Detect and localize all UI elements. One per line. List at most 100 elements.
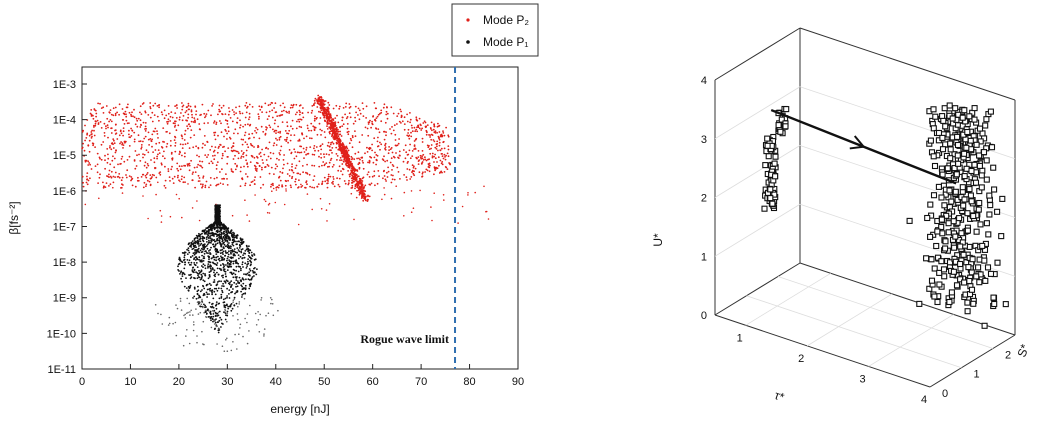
mode-p2-point — [306, 163, 308, 166]
mode-p2-point — [345, 117, 348, 120]
mode-p2-point — [89, 177, 91, 180]
mode-p2-point — [156, 130, 158, 133]
data-marker — [987, 270, 995, 277]
mode-p2-point — [219, 120, 221, 122]
mode-p2-point — [295, 155, 298, 158]
mode-p2-point — [247, 146, 250, 149]
mode-p2-point — [123, 160, 126, 163]
mode-p2-point — [240, 138, 243, 141]
mode-p2-point — [216, 176, 218, 179]
mode-p2-point — [261, 159, 264, 161]
mode-p1-point — [237, 280, 239, 282]
mode-p2-point — [335, 146, 338, 149]
mode-p1-point — [213, 319, 215, 321]
mode-p2-point — [222, 183, 225, 186]
mode-p2-point — [420, 157, 423, 160]
mode-p1-point — [259, 313, 262, 316]
mode-p2-point — [413, 126, 416, 129]
mode-p2-point — [373, 137, 376, 140]
mode-p1-point — [201, 298, 203, 301]
mode-p1-point — [220, 255, 222, 258]
mode-p2-point — [259, 187, 262, 189]
mode-p2-point — [84, 139, 86, 142]
mode-p1-point — [196, 239, 199, 242]
mode-p1-point — [218, 319, 221, 322]
mode-p2-point — [422, 153, 425, 156]
mode-p2-point — [298, 139, 301, 142]
mode-p2-point — [342, 147, 345, 150]
data-marker — [764, 142, 771, 149]
mode-p2-point — [158, 119, 160, 122]
mode-p2-point — [285, 140, 288, 143]
x-tick-label-3d: 2 — [798, 353, 804, 365]
mode-p2-point — [329, 149, 331, 152]
mode-p2-point — [347, 183, 350, 186]
mode-p2-point — [253, 179, 256, 182]
data-marker — [931, 293, 938, 300]
mode-p2-point — [237, 157, 240, 160]
mode-p1-point — [221, 239, 224, 242]
mode-p1-point — [201, 251, 204, 253]
mode-p1-point — [248, 330, 250, 332]
mode-p1-point — [248, 279, 251, 281]
mode-p2-point — [275, 111, 278, 113]
mode-p2-point — [300, 183, 302, 186]
mode-p1-point — [188, 263, 191, 266]
x-tick-label-3d: 4 — [921, 394, 927, 406]
mode-p2-point — [323, 156, 326, 158]
mode-p2-point — [214, 138, 217, 141]
mode-p2-point — [279, 135, 282, 138]
mode-p1-point — [249, 264, 252, 267]
mode-p2-point — [316, 185, 319, 188]
data-marker — [772, 153, 779, 160]
mode-p1-point — [211, 291, 214, 294]
mode-p2-point — [193, 117, 196, 119]
mode-p2-point — [118, 103, 121, 106]
mode-p2-point — [411, 164, 414, 167]
mode-p2-point — [231, 145, 234, 148]
mode-p2-point — [338, 165, 341, 168]
mode-p2-point — [109, 119, 112, 121]
mode-p2-point — [99, 173, 101, 176]
mode-p1-point — [192, 314, 194, 316]
trajectory-arrow — [849, 135, 866, 150]
mode-p2-point — [188, 169, 191, 172]
mode-p2-point — [282, 159, 285, 161]
data-marker — [987, 108, 994, 115]
mode-p2-point — [175, 104, 178, 107]
mode-p2-point — [268, 141, 271, 144]
mode-p2-point — [377, 145, 380, 147]
mode-p2-point — [106, 148, 109, 150]
x-tick-label: 90 — [512, 376, 524, 388]
mode-p1-point — [223, 241, 225, 244]
mode-p2-point — [285, 188, 287, 190]
mode-p1-point — [235, 260, 237, 263]
mode-p2-point — [210, 160, 213, 163]
mode-p2-point — [87, 160, 90, 163]
mode-p2-point — [367, 195, 369, 198]
mode-p2-point — [425, 159, 428, 162]
mode-p2-point — [288, 129, 291, 132]
mode-p2-point — [158, 172, 161, 175]
mode-p2-point — [176, 167, 179, 170]
mode-p2-point — [437, 135, 440, 138]
y-tick-label-3d: 0 — [942, 388, 948, 400]
mode-p2-point — [316, 106, 319, 108]
mode-p1-point — [232, 299, 235, 302]
mode-p2-point — [447, 145, 450, 148]
mode-p2-point — [131, 111, 133, 114]
mode-p2-point — [151, 120, 154, 123]
mode-p2-point — [214, 146, 217, 149]
mode-p1-point — [198, 301, 201, 303]
mode-p2-point — [178, 165, 181, 168]
mode-p2-point — [368, 176, 371, 178]
mode-p1-point — [245, 267, 248, 269]
mode-p2-point — [313, 99, 316, 102]
data-marker — [775, 122, 782, 129]
mode-p1-point — [237, 254, 240, 256]
mode-p1-point — [184, 317, 187, 319]
mode-p2-point — [418, 127, 421, 130]
mode-p1-point — [241, 257, 244, 260]
mode-p2-point — [248, 133, 251, 136]
mode-p1-point — [202, 320, 205, 323]
